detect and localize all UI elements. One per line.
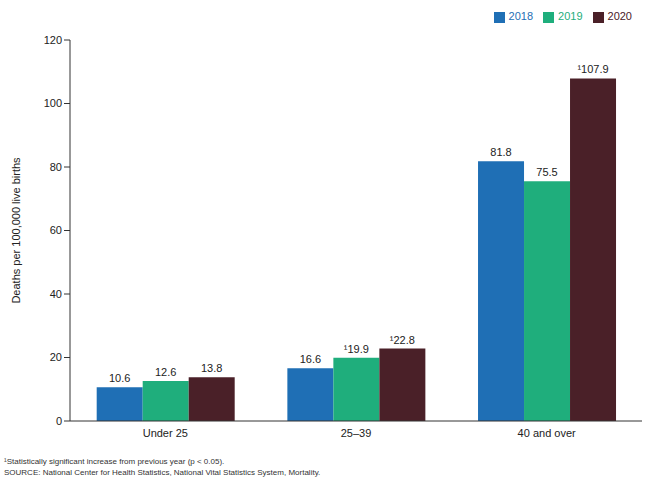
html-text:2018: 2018 xyxy=(508,10,533,22)
svg-text:Deaths per 100,000 live births: Deaths per 100,000 live births xyxy=(10,157,22,304)
svg-text:¹19.9: ¹19.9 xyxy=(344,343,369,355)
svg-text:40: 40 xyxy=(50,288,62,300)
html-text:¹Statistically significant inc: ¹Statistically significant increase from… xyxy=(4,457,225,466)
svg-text:80: 80 xyxy=(50,161,62,173)
svg-text:12.6: 12.6 xyxy=(155,366,176,378)
svg-text:Under 25: Under 25 xyxy=(143,427,188,439)
svg-text:81.8: 81.8 xyxy=(490,146,511,158)
html-text:2020: 2020 xyxy=(607,10,632,22)
svg-text:60: 60 xyxy=(50,224,62,236)
html-text:SOURCE: National Center for He: SOURCE: National Center for Health Stati… xyxy=(4,468,321,477)
svg-text:75.5: 75.5 xyxy=(536,166,557,178)
html-text:2019: 2019 xyxy=(558,10,583,22)
svg-text:40 and over: 40 and over xyxy=(518,427,576,439)
svg-text:¹107.9: ¹107.9 xyxy=(577,63,608,75)
svg-text:25–39: 25–39 xyxy=(341,427,372,439)
svg-text:0: 0 xyxy=(56,415,62,427)
svg-text:16.6: 16.6 xyxy=(300,353,321,365)
svg-text:20: 20 xyxy=(50,351,62,363)
svg-text:¹22.8: ¹22.8 xyxy=(390,334,415,346)
svg-text:100: 100 xyxy=(44,97,62,109)
svg-text:10.6: 10.6 xyxy=(109,372,130,384)
svg-text:120: 120 xyxy=(44,34,62,46)
svg-text:13.8: 13.8 xyxy=(201,362,222,374)
